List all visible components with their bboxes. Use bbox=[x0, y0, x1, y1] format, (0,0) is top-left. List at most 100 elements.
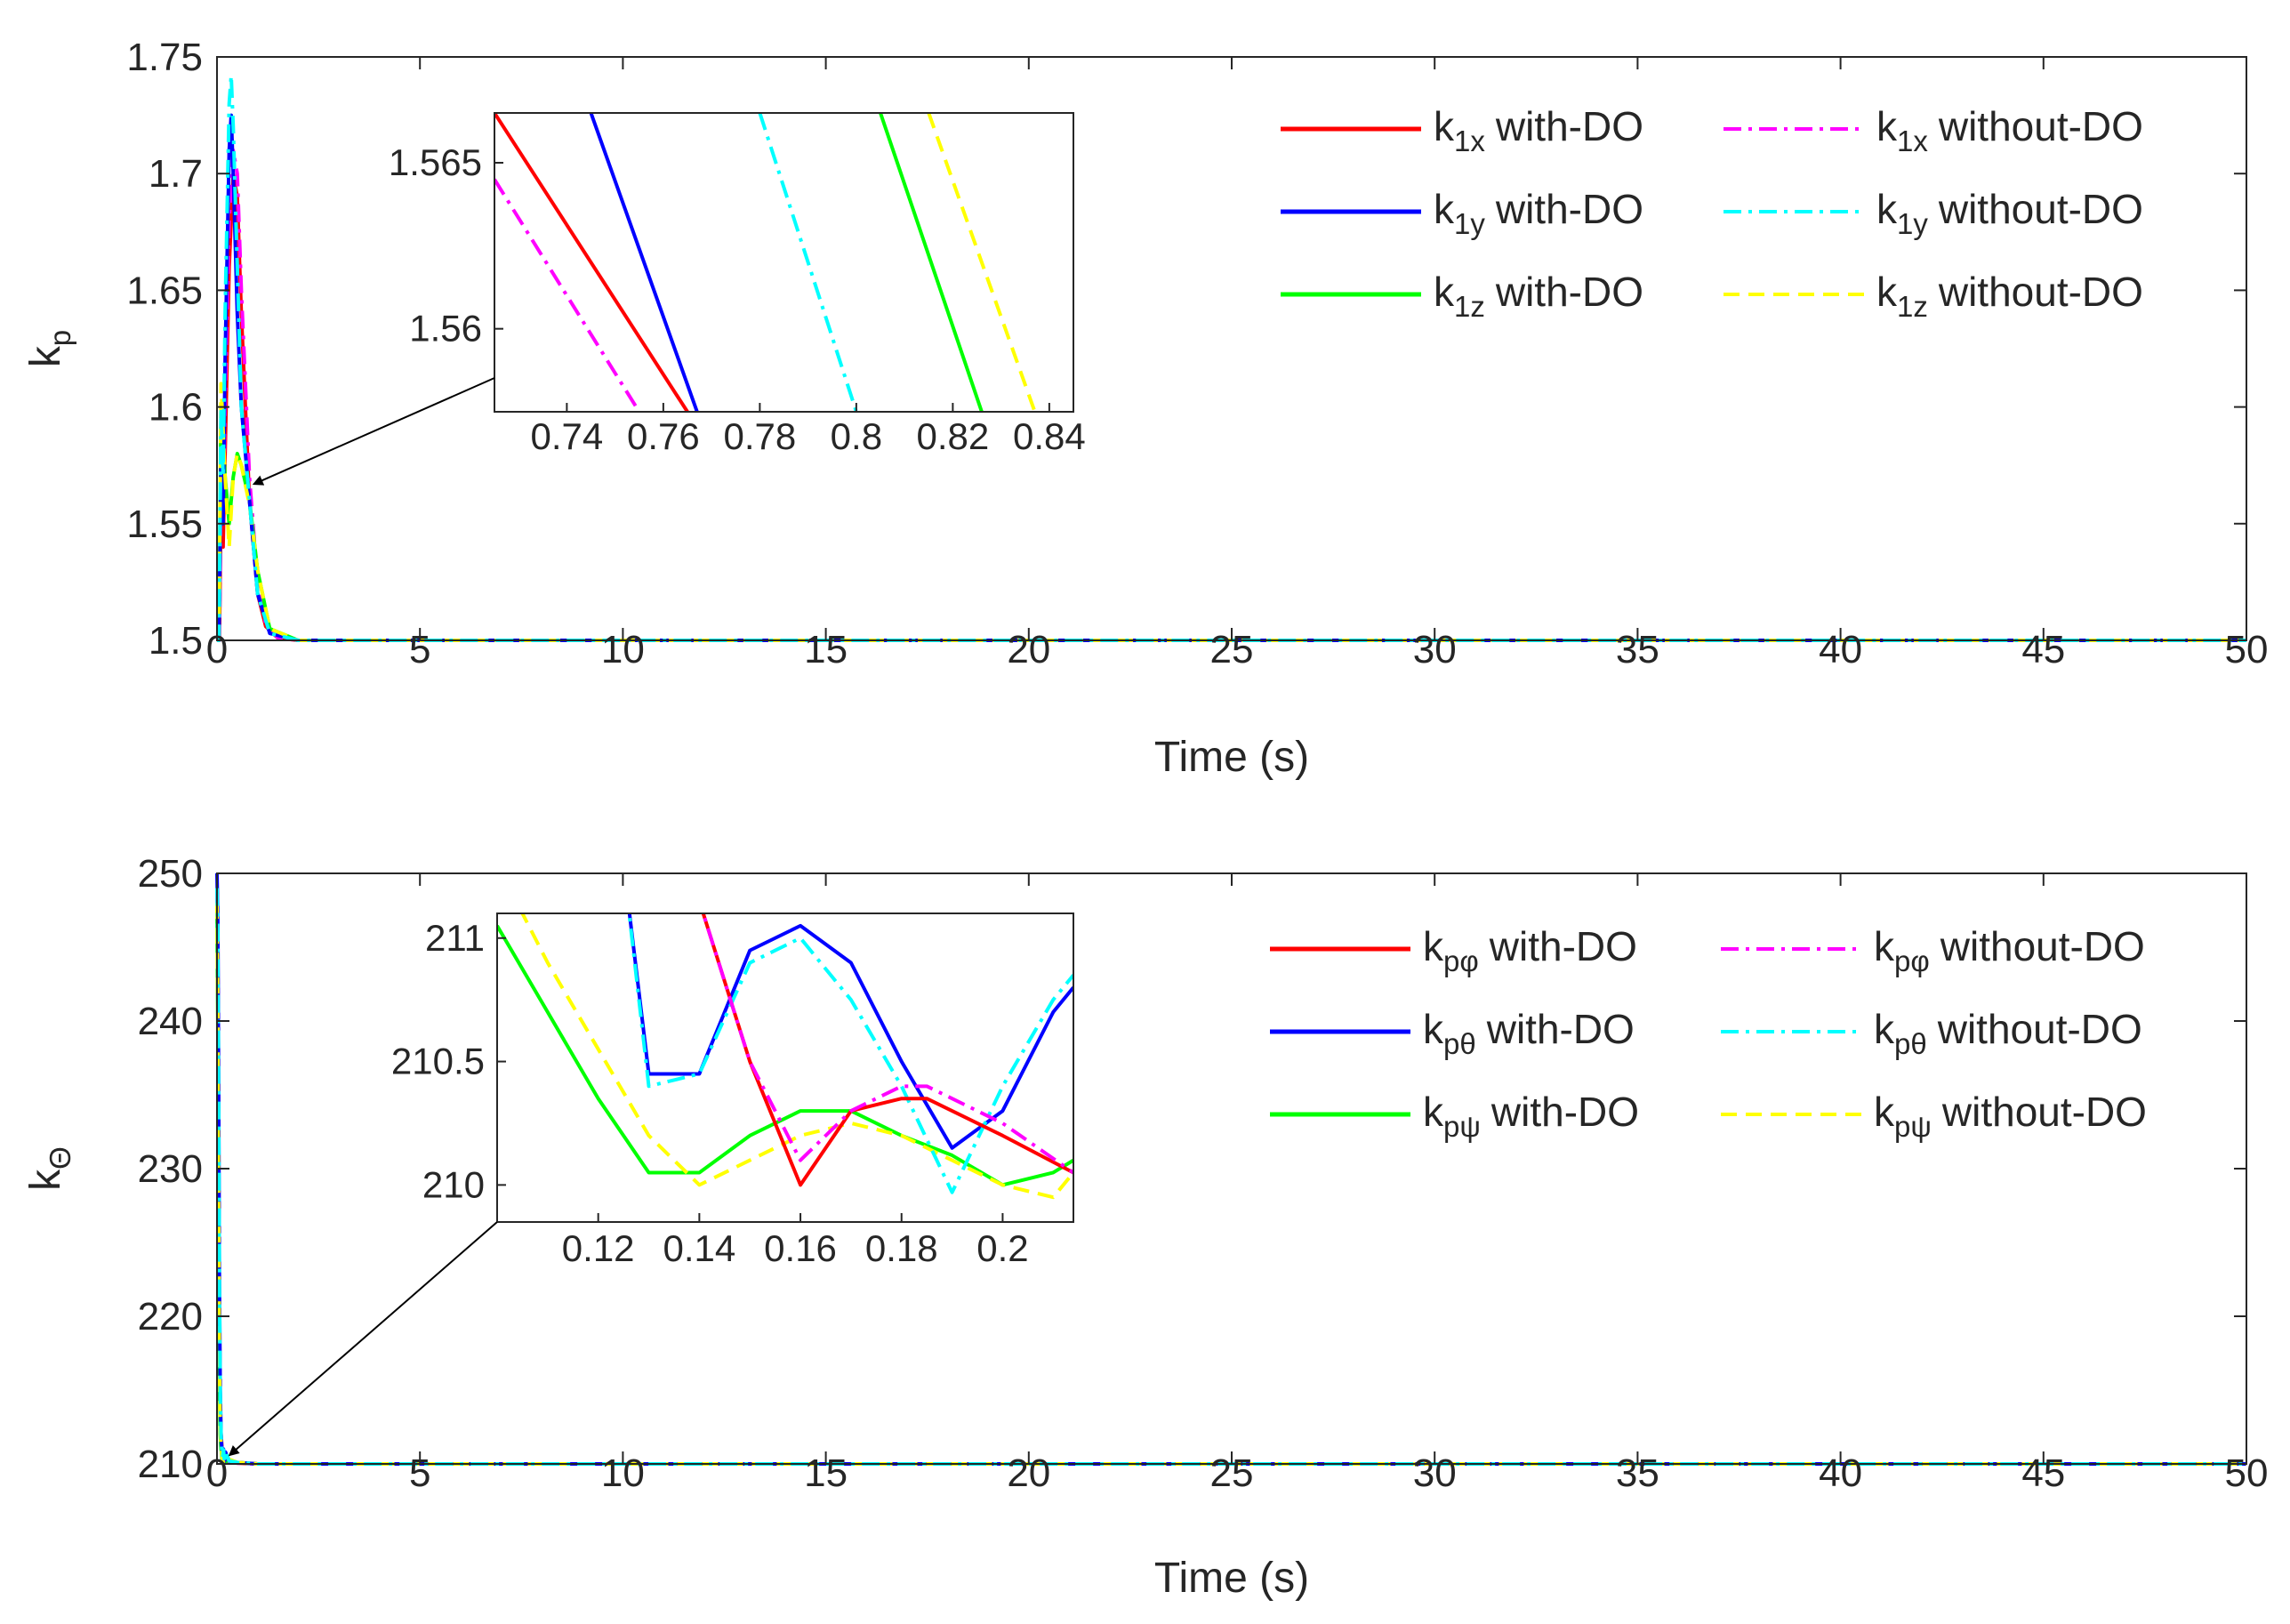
bottom-legend-label-3-base: k bbox=[1423, 1006, 1444, 1052]
bottom-legend-label-4-sub: pθ bbox=[1894, 1027, 1927, 1060]
bottom-inset-y-tick-label-1: 210 bbox=[422, 1163, 485, 1205]
bottom-inset-x-tick-label-1: 0.12 bbox=[562, 1227, 635, 1269]
bottom-legend-label-4-base: k bbox=[1874, 1006, 1895, 1052]
top-legend-label-6-base: k bbox=[1876, 269, 1898, 315]
top-inset-frame bbox=[494, 112, 1074, 413]
bottom-ticks-group: 0 5 10 15 20 25 30 35 40 45 50 210 220 230 240 250 bbox=[138, 852, 2269, 1495]
bottom-legend-label-6-suffix: without-DO bbox=[1941, 1089, 2147, 1135]
bottom-x-tick-label-2: 5 bbox=[409, 1451, 430, 1495]
top-inset-y-tick-label-2: 1.565 bbox=[389, 141, 482, 183]
bottom-inset-line-6 bbox=[520, 913, 1073, 1200]
top-series-line-4 bbox=[217, 73, 2246, 642]
bottom-legend-label-3: kpθ with-DO bbox=[1423, 1006, 1635, 1060]
top-y-tick-label-2: 1.55 bbox=[126, 502, 203, 546]
bottom-legend-label-2: kpφ without-DO bbox=[1874, 923, 2145, 977]
bottom-inset-x-tick-label-4: 0.18 bbox=[865, 1227, 938, 1269]
top-x-tick-label-11: 50 bbox=[2225, 628, 2269, 671]
bottom-legend-label-1-sub: pφ bbox=[1443, 945, 1479, 977]
top-y-tick-label-5: 1.7 bbox=[149, 152, 203, 196]
bottom-legend-label-5-sub: pψ bbox=[1443, 1110, 1481, 1143]
top-inset-line-5 bbox=[879, 113, 984, 412]
bottom-x-tick-label-6: 25 bbox=[1210, 1451, 1254, 1495]
top-legend-label-1-sub: 1x bbox=[1454, 125, 1485, 157]
bottom-y-tick-label-5: 250 bbox=[138, 852, 203, 896]
bottom-legend-label-2-suffix: without-DO bbox=[1940, 923, 2145, 969]
top-inset-x-tick-label-6: 0.84 bbox=[1013, 415, 1086, 457]
top-legend-label-5-suffix: with-DO bbox=[1495, 269, 1643, 315]
top-legend-label-1: k1x with-DO bbox=[1434, 103, 1643, 157]
top-inset-line-4 bbox=[758, 113, 858, 412]
top-y-axis-label-sub: p bbox=[44, 330, 76, 346]
top-chart: 0 5 10 15 20 25 30 35 40 45 50 1.5 1.55 1.6 1.65 1.7 1.7… bbox=[22, 36, 2268, 781]
bottom-inset-series-group bbox=[497, 913, 1073, 1200]
top-legend-entry-3: k1y with-DO bbox=[1281, 186, 1643, 240]
top-legend-label-5-sub: 1z bbox=[1454, 290, 1485, 323]
bottom-legend-label-5-suffix: with-DO bbox=[1491, 1089, 1639, 1135]
bottom-legend-label-3-sub: pθ bbox=[1443, 1027, 1476, 1060]
top-legend-entry-1: k1x with-DO bbox=[1281, 103, 1643, 157]
top-y-axis-label: kp bbox=[22, 330, 76, 367]
top-inset-ticks-group: 0.74 0.76 0.78 0.8 0.82 0.84 1.56 1.565 bbox=[389, 141, 1086, 457]
top-inset-line-2 bbox=[494, 178, 641, 412]
top-legend-label-4-base: k bbox=[1876, 186, 1898, 232]
bottom-chart: 0 5 10 15 20 25 30 35 40 45 50 210 220 230 240 250 Time… bbox=[22, 852, 2269, 1602]
bottom-y-axis-label-sub: Θ bbox=[44, 1146, 76, 1170]
top-inset-line-6 bbox=[927, 113, 1037, 412]
bottom-inset-x-tick-label-3: 0.16 bbox=[764, 1227, 837, 1269]
bottom-legend-label-6-base: k bbox=[1874, 1089, 1895, 1135]
top-y-tick-label-4: 1.65 bbox=[126, 269, 203, 312]
bottom-inset: 0.12 0.14 0.16 0.18 0.2 210 210.5 211 bbox=[228, 912, 1074, 1457]
bottom-legend-label-2-base: k bbox=[1874, 923, 1895, 969]
top-legend-label-6: k1z without-DO bbox=[1876, 269, 2143, 323]
top-inset-y-tick-label-1: 1.56 bbox=[409, 308, 482, 350]
bottom-y-tick-label-1: 210 bbox=[138, 1443, 203, 1486]
bottom-inset-ticks-group: 0.12 0.14 0.16 0.18 0.2 210 210.5 211 bbox=[391, 917, 1029, 1269]
top-legend-label-3-suffix: with-DO bbox=[1495, 186, 1643, 232]
bottom-inset-y-tick-label-2: 210.5 bbox=[391, 1041, 485, 1082]
top-legend-label-2-suffix: without-DO bbox=[1938, 103, 2143, 149]
top-legend-label-6-suffix: without-DO bbox=[1938, 269, 2143, 315]
top-x-tick-label-9: 40 bbox=[1819, 628, 1862, 671]
top-inset-x-tick-label-1: 0.74 bbox=[531, 415, 604, 457]
bottom-legend-entry-3: kpθ with-DO bbox=[1270, 1006, 1635, 1060]
top-y-tick-label-3: 1.6 bbox=[149, 386, 203, 430]
bottom-legend-entry-5: kpψ with-DO bbox=[1270, 1089, 1639, 1143]
bottom-inset-x-tick-label-5: 0.2 bbox=[976, 1227, 1028, 1269]
bottom-x-tick-label-10: 45 bbox=[2021, 1451, 2065, 1495]
top-x-tick-label-8: 35 bbox=[1616, 628, 1659, 671]
top-legend-label-3-sub: 1y bbox=[1454, 207, 1485, 240]
top-ticks-group: 0 5 10 15 20 25 30 35 40 45 50 1.5 1.55 1.6 1.65 1.7 1.7… bbox=[126, 36, 2268, 671]
bottom-inset-x-tick-label-2: 0.14 bbox=[663, 1227, 735, 1269]
top-x-axis-label: Time (s) bbox=[1154, 734, 1309, 781]
top-y-axis-label-base: k bbox=[22, 345, 69, 367]
top-inset-x-tick-label-2: 0.76 bbox=[627, 415, 700, 457]
bottom-x-axis-label: Time (s) bbox=[1154, 1555, 1309, 1602]
bottom-x-tick-label-4: 15 bbox=[804, 1451, 848, 1495]
top-x-tick-label-1: 0 bbox=[206, 628, 228, 671]
top-legend-label-4-suffix: without-DO bbox=[1938, 186, 2143, 232]
bottom-legend-label-4: kpθ without-DO bbox=[1874, 1006, 2142, 1060]
top-x-tick-label-4: 15 bbox=[804, 628, 848, 671]
top-legend-label-1-suffix: with-DO bbox=[1495, 103, 1643, 149]
top-inset-series-group bbox=[494, 113, 1037, 412]
top-legend-label-5: k1z with-DO bbox=[1434, 269, 1643, 323]
top-legend-label-6-sub: 1z bbox=[1897, 290, 1928, 323]
bottom-legend-entry-2: kpφ without-DO bbox=[1721, 923, 2145, 977]
bottom-legend-label-1-base: k bbox=[1423, 923, 1444, 969]
bottom-x-tick-label-5: 20 bbox=[1007, 1451, 1050, 1495]
bottom-legend-label-5: kpψ with-DO bbox=[1423, 1089, 1639, 1143]
bottom-legend-label-6: kpψ without-DO bbox=[1874, 1089, 2147, 1143]
bottom-x-tick-label-7: 30 bbox=[1413, 1451, 1457, 1495]
top-x-tick-label-3: 10 bbox=[601, 628, 645, 671]
bottom-inset-arrow bbox=[228, 1221, 498, 1457]
top-legend-label-4-sub: 1y bbox=[1897, 207, 1928, 240]
top-x-tick-label-2: 5 bbox=[409, 628, 430, 671]
bottom-x-tick-label-8: 35 bbox=[1616, 1451, 1659, 1495]
top-inset-area bbox=[494, 113, 1073, 412]
bottom-legend-entry-4: kpθ without-DO bbox=[1721, 1006, 2142, 1060]
bottom-y-tick-label-4: 240 bbox=[138, 1000, 203, 1043]
bottom-x-tick-label-1: 0 bbox=[206, 1451, 228, 1495]
top-inset-x-tick-label-4: 0.8 bbox=[831, 415, 882, 457]
bottom-legend-label-4-suffix: without-DO bbox=[1937, 1006, 2142, 1052]
